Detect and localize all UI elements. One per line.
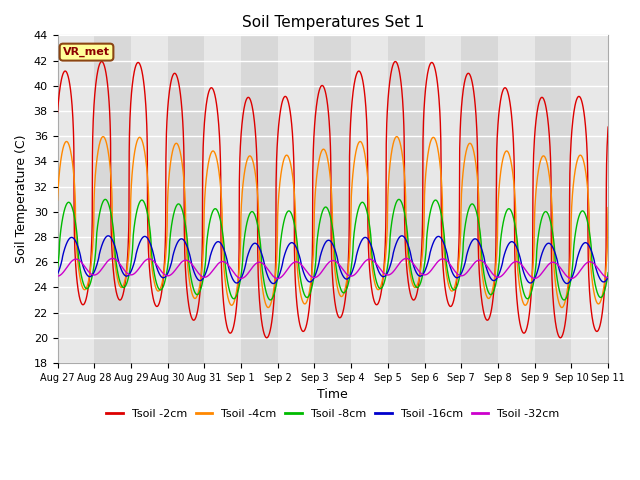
- Text: VR_met: VR_met: [63, 47, 110, 57]
- Bar: [241, 36, 278, 363]
- Bar: [424, 36, 461, 363]
- Bar: [351, 36, 388, 363]
- Bar: [461, 36, 498, 363]
- Bar: [94, 36, 131, 363]
- Title: Soil Temperatures Set 1: Soil Temperatures Set 1: [242, 15, 424, 30]
- Bar: [388, 36, 424, 363]
- Bar: [168, 36, 204, 363]
- Bar: [278, 36, 314, 363]
- Y-axis label: Soil Temperature (C): Soil Temperature (C): [15, 135, 28, 264]
- Bar: [204, 36, 241, 363]
- Bar: [131, 36, 168, 363]
- Bar: [58, 36, 94, 363]
- Bar: [314, 36, 351, 363]
- X-axis label: Time: Time: [317, 388, 348, 401]
- Bar: [572, 36, 608, 363]
- Bar: [498, 36, 534, 363]
- Bar: [534, 36, 572, 363]
- Legend: Tsoil -2cm, Tsoil -4cm, Tsoil -8cm, Tsoil -16cm, Tsoil -32cm: Tsoil -2cm, Tsoil -4cm, Tsoil -8cm, Tsoi…: [102, 404, 564, 423]
